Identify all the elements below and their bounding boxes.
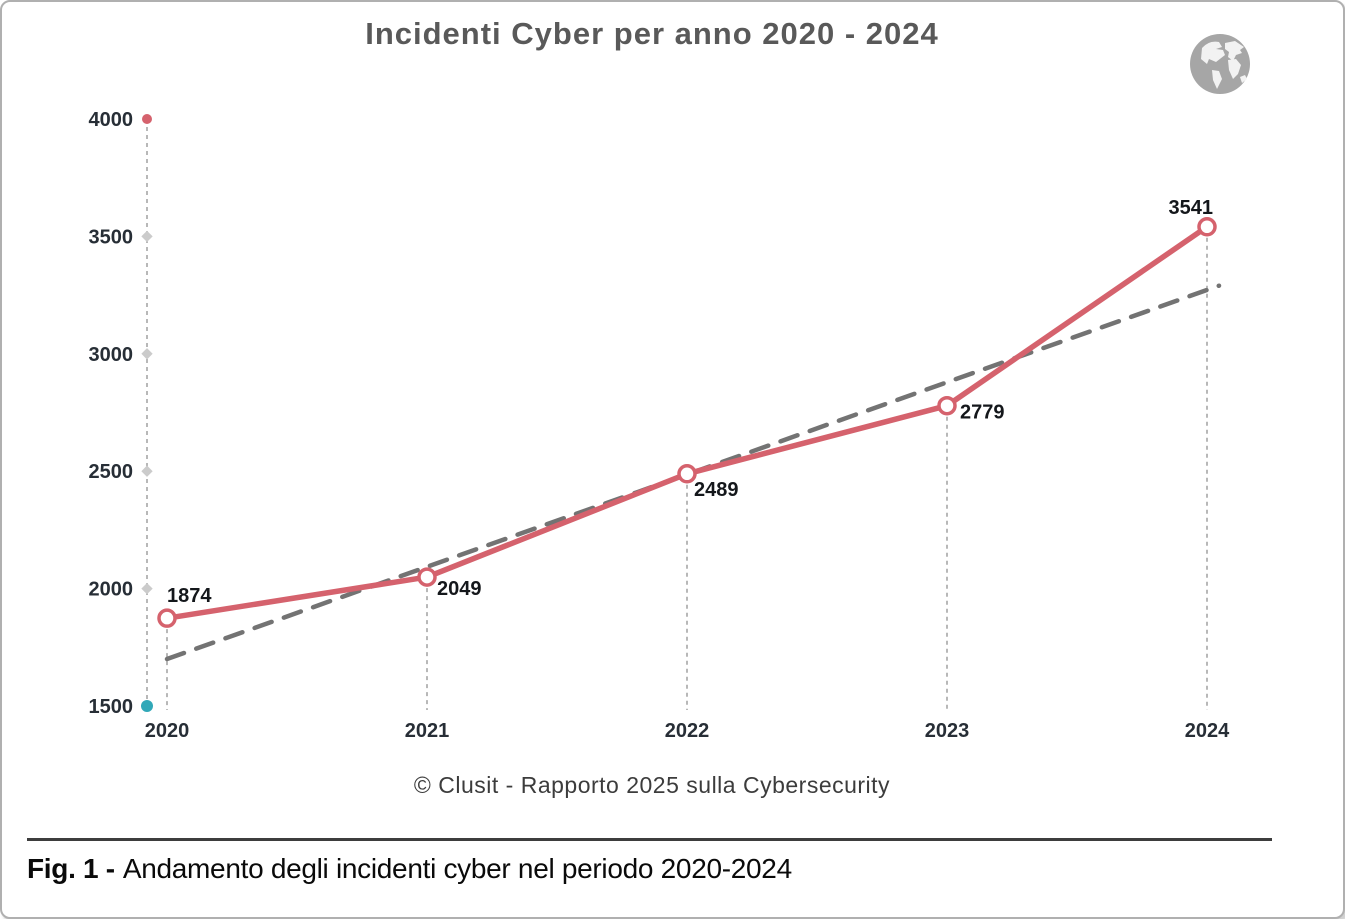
y-axis-top-dot [142,114,152,124]
data-point-marker [1197,217,1217,237]
data-point-label: 1874 [167,585,212,607]
y-axis-tick-label: 3000 [89,344,134,366]
y-axis-tick-diamond [141,348,153,360]
chart-title: Incidenti Cyber per anno 2020 - 2024 [365,16,939,51]
y-axis-bottom-dot [141,700,153,712]
y-axis-tick-diamond [141,582,153,595]
y-axis-tick-diamond [141,465,153,477]
data-point-label: 2779 [960,402,1005,424]
y-axis-tick-label: 2000 [89,579,134,601]
x-axis-tick-label: 2021 [405,720,450,742]
data-point-label: 2489 [694,479,739,501]
source-caption: © Clusit - Rapporto 2025 sulla Cybersecu… [413,772,891,798]
figure-caption: Fig. 1 - Andamento degli incidenti cyber … [27,853,792,885]
x-axis-tick-label: 2023 [925,720,970,742]
y-axis-tick-label: 1500 [89,696,134,718]
data-point-label: 2049 [437,578,482,600]
data-point-marker [937,395,957,416]
x-axis-tick-label: 2020 [145,720,190,742]
data-point-label: 3541 [1169,197,1214,219]
figure-caption-text: Andamento degli incidenti cyber nel peri… [122,853,792,884]
y-axis-tick-label: 2500 [89,461,134,483]
y-axis-tick-label: 3500 [89,226,134,248]
data-point-marker [677,464,697,484]
data-point-marker [417,567,437,587]
y-axis-tick-label: 4000 [89,109,134,131]
globe-icon-svg [1190,34,1250,94]
x-axis-tick-label: 2022 [665,720,710,742]
globe-icon [1188,32,1252,96]
x-axis-tick-label: 2024 [1185,720,1230,742]
caption-divider [27,838,1272,841]
figure-caption-label: Fig. 1 - [27,853,115,884]
data-point-marker [157,608,177,628]
y-axis-tick-diamond [141,230,153,243]
